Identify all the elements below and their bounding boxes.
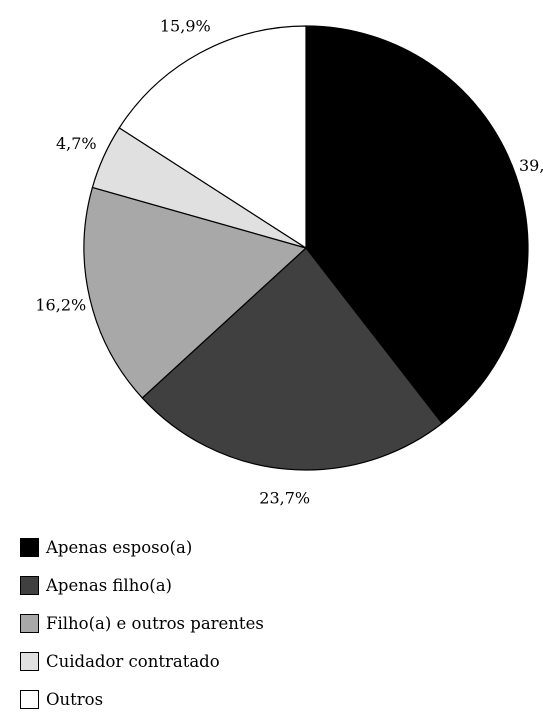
legend-swatch (20, 538, 39, 557)
legend-swatch (20, 614, 39, 633)
legend-swatch (20, 690, 39, 709)
pie-slice-filho-a-e-outros-parentes (83, 186, 307, 399)
pie-slice-apenas-esposo-a (305, 25, 529, 425)
pie-data-label-filho-a-e-outros-parentes: 16,2% (35, 296, 86, 315)
pie-data-label-apenas-esposo-a: 39,5% (519, 156, 543, 175)
pie-data-label-apenas-filho-a: 23,7% (259, 489, 310, 508)
legend-label: Filho(a) e outros parentes (46, 613, 264, 633)
legend-item-apenas-filho: Apenas filho(a) (20, 573, 264, 598)
legend: Apenas esposo(a) Apenas filho(a) Filho(a… (20, 535, 264, 725)
legend-label: Apenas esposo(a) (46, 537, 193, 557)
pie-chart: 39,5% 23,7% 16,2% 4,7% 15,9% (35, 16, 543, 508)
pie-data-label-cuidador-contratado: 4,7% (56, 134, 97, 153)
legend-label: Cuidador contratado (46, 651, 220, 671)
legend-label: Apenas filho(a) (46, 575, 172, 595)
legend-item-outros: Outros (20, 687, 264, 712)
legend-item-cuidador-contratado: Cuidador contratado (20, 649, 264, 674)
pie-data-label-outros: 15,9% (160, 16, 211, 35)
legend-swatch (20, 576, 39, 595)
pie-slice-apenas-filho-a (141, 247, 443, 471)
legend-item-apenas-esposo: Apenas esposo(a) (20, 535, 264, 560)
legend-label: Outros (46, 689, 104, 709)
pie-slice-outros (118, 25, 307, 249)
legend-item-filho-e-outros-parentes: Filho(a) e outros parentes (20, 611, 264, 636)
legend-swatch (20, 652, 39, 671)
